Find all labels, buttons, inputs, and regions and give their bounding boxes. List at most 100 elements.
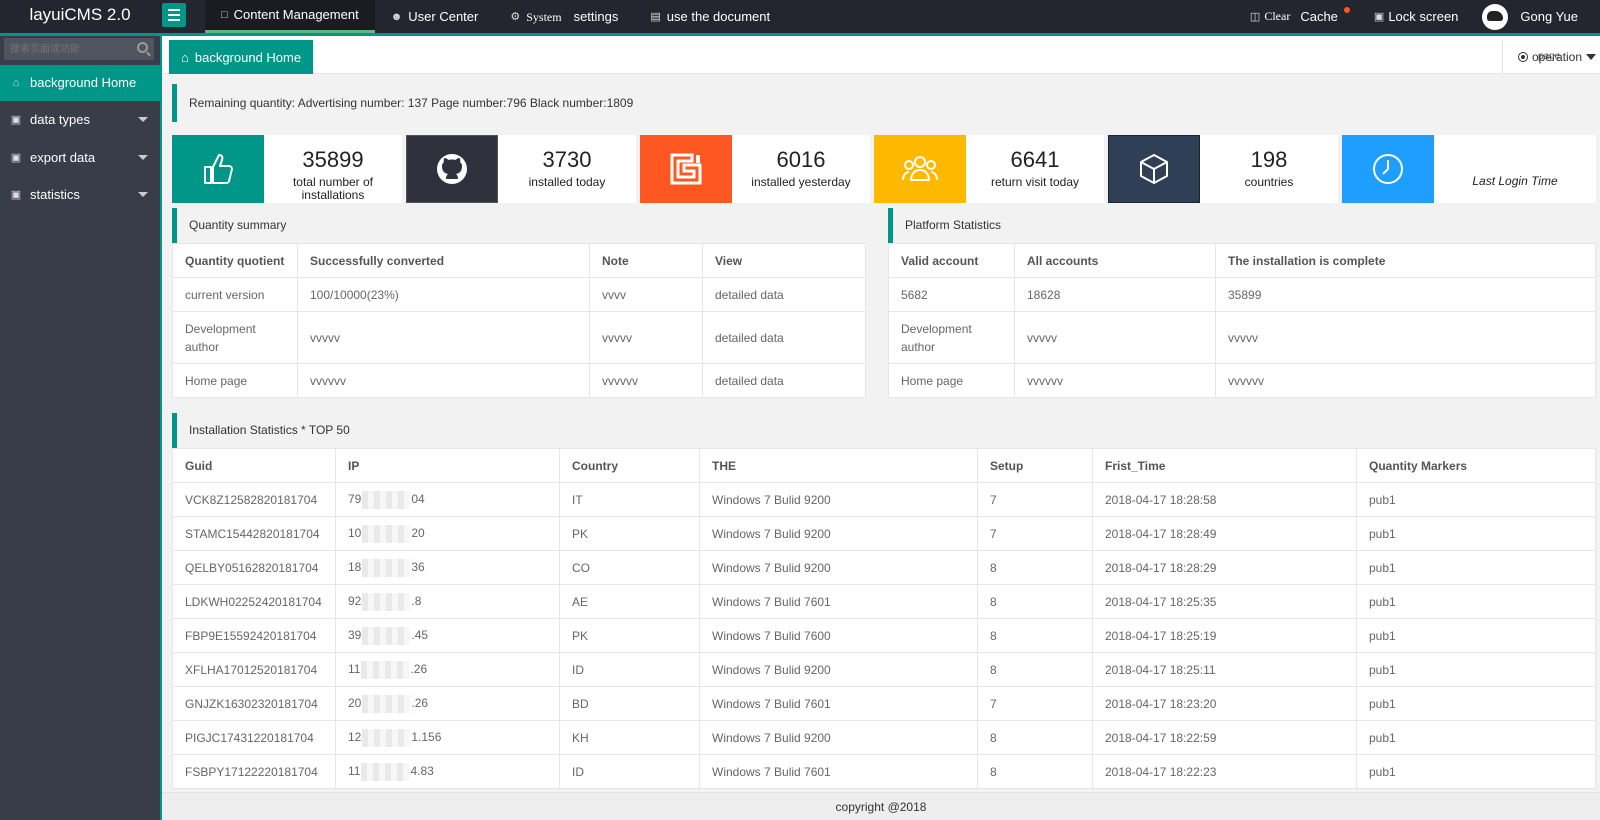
redacted-blur — [362, 626, 411, 645]
redacted-blur — [362, 558, 411, 577]
table-row: VCK8Z12582820181704 79 04 IT Windows 7 Bulid… — [172, 482, 1596, 517]
ip-cell: 11.26 — [335, 652, 560, 687]
hamburger-icon — [168, 9, 180, 11]
chevron-down-icon — [138, 155, 148, 160]
panel-title: Platform Statistics — [888, 208, 1596, 243]
table-row: Home page vvvvvv vvvvvv detailed data — [172, 363, 866, 398]
redacted-blur — [362, 592, 411, 611]
stats-row: 35899 total number of installations 3730… — [172, 135, 1596, 203]
quantity-summary-table: Quantity quotient Successfully converted… — [172, 243, 866, 398]
table-row: Development author vvvvv vvvvv detailed … — [172, 311, 866, 364]
panel-title: Installation Statistics * TOP 50 — [172, 413, 1596, 448]
radio-icon — [1517, 52, 1528, 62]
ip-cell: 18 36 — [335, 550, 560, 585]
table-row: XFLHA17012520181704 11.26 ID Windows 7 Buli… — [172, 652, 1596, 687]
tab-background-home[interactable]: ⌂ background Home — [169, 40, 314, 74]
thumbs-up-icon — [204, 154, 233, 184]
table-header-row: Quantity quotient Successfully converted… — [172, 243, 866, 278]
table-row: Development author vvvvv vvvvv — [888, 311, 1596, 364]
stat-icon-box — [640, 135, 732, 203]
top-nav: □ Content Management ☻ User Center ⚙ Sys… — [205, 0, 786, 33]
home-icon: ⌂ — [12, 77, 20, 89]
redacted-blur — [362, 490, 411, 509]
table-row: 5682 18628 35899 — [888, 277, 1596, 312]
clear-cache-button[interactable]: ◫ Clear Cache — [1238, 0, 1362, 33]
table-row: current version 100/10000(23%) vvvv deta… — [172, 277, 866, 312]
nav-user-center[interactable]: ☻ User Center — [375, 0, 495, 33]
group-icon — [902, 156, 938, 181]
stat-icon-box — [406, 135, 498, 203]
sidebar-item-export-data[interactable]: ▣ export data — [0, 140, 160, 176]
stat-icon-box — [1108, 135, 1200, 203]
stat-installed-today[interactable]: 3730 installed today — [406, 135, 636, 203]
ip-cell: 12 1.156 — [335, 720, 560, 755]
ip-cell: 39.45 — [335, 618, 560, 653]
nav-system-settings[interactable]: ⚙ System settings — [494, 0, 634, 33]
sidebar-item-statistics[interactable]: ▣ statistics — [0, 177, 160, 213]
chevron-down-icon — [138, 192, 148, 197]
installation-statistics-panel: Installation Statistics * TOP 50 Guid IP… — [172, 413, 1596, 789]
user-menu[interactable]: Gong Yue — [1470, 0, 1590, 33]
detailed-data-link[interactable]: detailed data — [702, 311, 866, 364]
stat-return-visit-today[interactable]: 6641 return visit today — [874, 135, 1104, 203]
app-logo[interactable]: layuiCMS 2.0 — [29, 5, 131, 24]
table-row: FBP9E15592420181704 39.45 PK Windows 7 Buli… — [172, 618, 1596, 653]
installation-statistics-table: Guid IP Country THE Setup Frist_Time Qua… — [172, 448, 1596, 789]
ip-cell: 10 20 — [335, 516, 560, 551]
quantity-summary-panel: Quantity summary Quantity quotient Succe… — [172, 208, 866, 398]
sidebar-item-data-types[interactable]: ▣ data types — [0, 102, 160, 138]
table-row: GNJZK16302320181704 20.26 BD Windows 7 Buli… — [172, 686, 1596, 721]
tab-bar: ⌂ background Home operation page — [162, 36, 1600, 74]
lock-screen-button[interactable]: ▣ Lock screen — [1373, 9, 1459, 24]
nav-content-management[interactable]: □ Content Management — [205, 0, 375, 33]
stat-countries[interactable]: 198 countries — [1108, 135, 1338, 203]
table-row: QELBY05162820181704 18 36 CO Windows 7 Bulid… — [172, 550, 1596, 585]
sidebar-item-background-home[interactable]: ⌂ background Home — [0, 65, 160, 101]
stat-total-installations[interactable]: 35899 total number of installations — [172, 135, 402, 203]
table-row: STAMC15442820181704 10 20 PK Windows 7 Bulid… — [172, 516, 1596, 551]
search-input[interactable] — [4, 38, 124, 60]
ip-cell: 92.8 — [335, 584, 560, 619]
gear-icon: ⚙ — [510, 10, 521, 23]
lock-icon: ▣ — [1373, 11, 1385, 23]
detailed-data-link[interactable]: detailed data — [702, 363, 866, 398]
stat-icon-box — [1342, 135, 1434, 203]
platform-statistics-panel: Platform Statistics Valid account All ac… — [888, 208, 1596, 398]
book-icon: ▤ — [650, 10, 661, 23]
detailed-data-link[interactable]: detailed data — [702, 277, 866, 312]
trash-icon: ◫ — [1249, 11, 1261, 23]
stat-icon-box — [172, 135, 264, 203]
chevron-down-icon — [138, 117, 148, 122]
document-icon: □ — [221, 9, 228, 21]
notification-dot — [1343, 6, 1350, 13]
platform-statistics-table: Valid account All accounts The installat… — [888, 243, 1596, 398]
sidebar-search — [4, 38, 154, 60]
nav-use-document[interactable]: ▤ use the document — [634, 0, 786, 33]
redacted-blur — [362, 728, 411, 747]
github-icon — [437, 154, 467, 184]
card-icon: ▣ — [10, 189, 22, 201]
table-row: LDKWH02252420181704 92.8 AE Windows 7 Bulid… — [172, 584, 1596, 619]
menu-toggle-button[interactable] — [162, 3, 186, 27]
table-header-row: Valid account All accounts The installat… — [888, 243, 1596, 278]
search-icon[interactable] — [137, 42, 148, 53]
table-row: Home page vvvvvv vvvvvv — [888, 363, 1596, 398]
panel-title: Quantity summary — [172, 208, 866, 243]
redacted-blur — [361, 660, 410, 679]
notice-bar: Remaining quantity: Advertising number: … — [172, 84, 1596, 122]
top-header: layuiCMS 2.0 □ Content Management ☻ User… — [0, 0, 1600, 36]
footer: copyright @2018 — [162, 792, 1600, 820]
sidebar: ⌂ background Home ▣ data types ▣ export … — [0, 36, 162, 820]
ip-cell: 79 04 — [335, 482, 560, 517]
cube-icon — [1140, 154, 1168, 184]
stat-last-login-time[interactable]: Last Login Time — [1342, 135, 1596, 203]
clock-icon — [1373, 154, 1403, 184]
redacted-blur — [361, 762, 410, 781]
tab-operation-dropdown[interactable]: operation page — [1502, 40, 1600, 74]
table-header-row: Guid IP Country THE Setup Frist_Time Qua… — [172, 448, 1596, 483]
caret-down-icon — [1586, 54, 1596, 60]
header-tools: ◫ Clear Cache ▣ Lock screen Gong Yue — [1238, 0, 1590, 33]
ip-cell: 11 4.83 — [335, 754, 560, 789]
home-icon: ⌂ — [181, 49, 189, 65]
stat-installed-yesterday[interactable]: 6016 installed yesterday — [640, 135, 870, 203]
